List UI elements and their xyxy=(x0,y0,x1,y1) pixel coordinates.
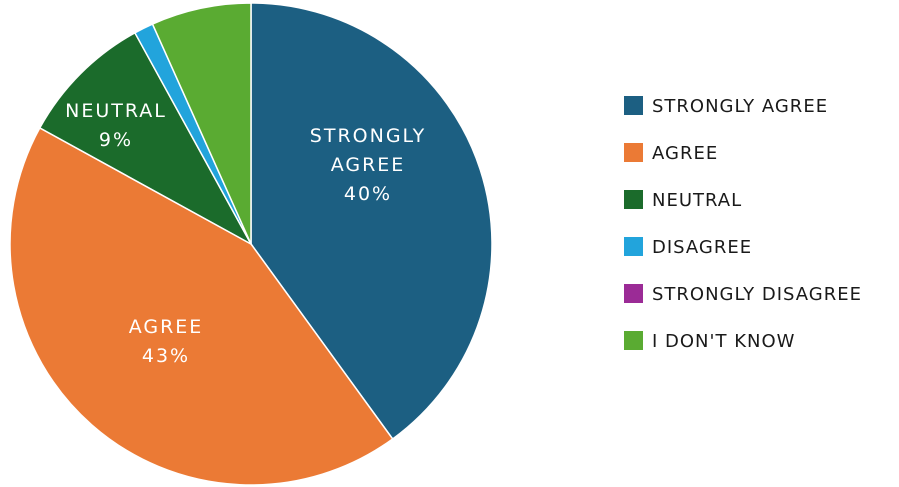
legend-swatch-strongly-agree xyxy=(624,96,643,115)
slice-name-label-strongly-agree: AGREE xyxy=(331,154,406,176)
slice-value-label-agree: 43% xyxy=(142,345,190,367)
slice-name-label-strongly-agree: STRONGLY xyxy=(310,125,426,147)
legend-item-agree: AGREE xyxy=(624,143,718,164)
legend-swatch-disagree xyxy=(624,237,643,256)
pie-slice-strongly-agree xyxy=(250,2,493,441)
legend-swatch-agree xyxy=(624,143,643,162)
pie-slice-labels: STRONGLY AGREE 40% AGREE 43% NEUTRAL 9% xyxy=(65,100,426,367)
slice-value-label-strongly-agree: 40% xyxy=(344,183,392,205)
slice-name-label-neutral: NEUTRAL xyxy=(65,100,167,122)
legend-label-i-don-t-know: I DON'T KNOW xyxy=(652,331,795,352)
legend-item-neutral: NEUTRAL xyxy=(624,190,742,211)
legend-item-i-don-t-know: I DON'T KNOW xyxy=(624,331,795,352)
pie-slices xyxy=(9,2,493,486)
pie-slice-agree xyxy=(9,126,394,486)
slice-value-label-neutral: 9% xyxy=(99,129,133,151)
legend-item-strongly-disagree: STRONGLY DISAGREE xyxy=(624,284,862,305)
legend: STRONGLY AGREE AGREE NEUTRAL DISAGREE STRONG… xyxy=(624,96,862,352)
legend-swatch-neutral xyxy=(624,190,643,209)
legend-label-agree: AGREE xyxy=(652,143,718,164)
legend-label-strongly-agree: STRONGLY AGREE xyxy=(652,96,828,117)
pie-slice-i-don-t-know xyxy=(151,2,252,245)
slice-name-label-agree: AGREE xyxy=(129,316,204,338)
legend-label-neutral: NEUTRAL xyxy=(652,190,742,211)
legend-item-disagree: DISAGREE xyxy=(624,237,752,258)
pie-slice-neutral xyxy=(38,31,253,246)
legend-swatch-i-don-t-know xyxy=(624,331,643,350)
legend-label-disagree: DISAGREE xyxy=(652,237,752,258)
legend-swatch-strongly-disagree xyxy=(624,284,643,303)
legend-item-strongly-agree: STRONGLY AGREE xyxy=(624,96,828,117)
legend-label-strongly-disagree: STRONGLY DISAGREE xyxy=(652,284,862,305)
